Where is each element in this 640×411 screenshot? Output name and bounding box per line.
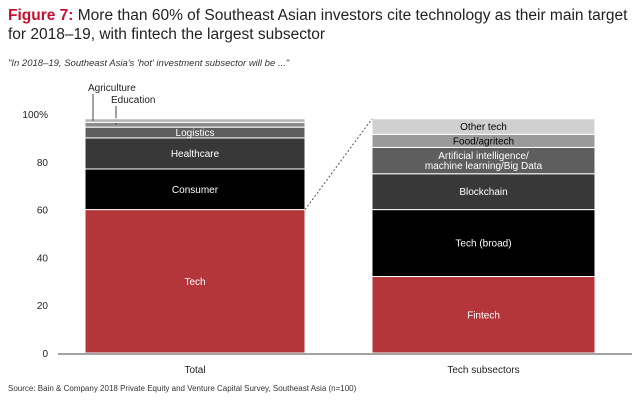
bar-segment-artificial-intelligence-machine-learning-big-data — [371, 146, 596, 175]
segment-label: Healthcare — [171, 149, 220, 160]
segment-label: Artificial intelligence/ — [438, 151, 529, 162]
callout-label: Education — [111, 95, 155, 106]
segment-label: Food/agritech — [453, 136, 514, 147]
y-tick-label: 0 — [42, 349, 48, 360]
x-category-label: Tech subsectors — [447, 365, 519, 376]
x-category-label: Total — [184, 365, 205, 376]
segment-label: Logistics — [176, 128, 215, 139]
bar-segment-consumer — [84, 168, 306, 211]
chart-title: Figure 7: More than 60% of Southeast Asi… — [8, 6, 633, 44]
source-note: Source: Bain & Company 2018 Private Equi… — [8, 384, 357, 393]
y-tick-label: 80 — [37, 158, 49, 169]
segment-label: machine learning/Big Data — [425, 161, 543, 172]
segment-label: Consumer — [172, 185, 219, 196]
bar-segment-tech — [84, 209, 306, 354]
title-text: More than 60% of Southeast Asian investo… — [8, 7, 628, 43]
y-tick-label: 40 — [37, 253, 49, 264]
figure-label: Figure 7: — [8, 7, 74, 24]
segment-label: Tech — [184, 277, 205, 288]
y-tick-label: 100% — [22, 110, 48, 121]
y-tick-label: 60 — [37, 206, 49, 217]
segment-label: Tech (broad) — [455, 239, 511, 250]
bar-segment-fintech — [371, 276, 596, 354]
segment-label: Fintech — [467, 310, 500, 321]
bar-segment-healthcare — [84, 137, 306, 170]
bar-segment-education — [84, 121, 306, 128]
chart-subtitle: "In 2018–19, Southeast Asia's 'hot' inve… — [8, 58, 290, 69]
bar-segment-tech-broad- — [371, 209, 596, 278]
bar-segment-blockchain — [371, 173, 596, 211]
bar-segment-other-tech — [371, 118, 596, 135]
zoom-connector-line — [304, 118, 373, 210]
callout-label: Agriculture — [88, 83, 136, 94]
segment-label: Other tech — [460, 122, 507, 133]
bar-segment-agriculture — [84, 118, 306, 123]
segment-label: Blockchain — [459, 187, 507, 198]
y-tick-label: 20 — [37, 301, 49, 312]
